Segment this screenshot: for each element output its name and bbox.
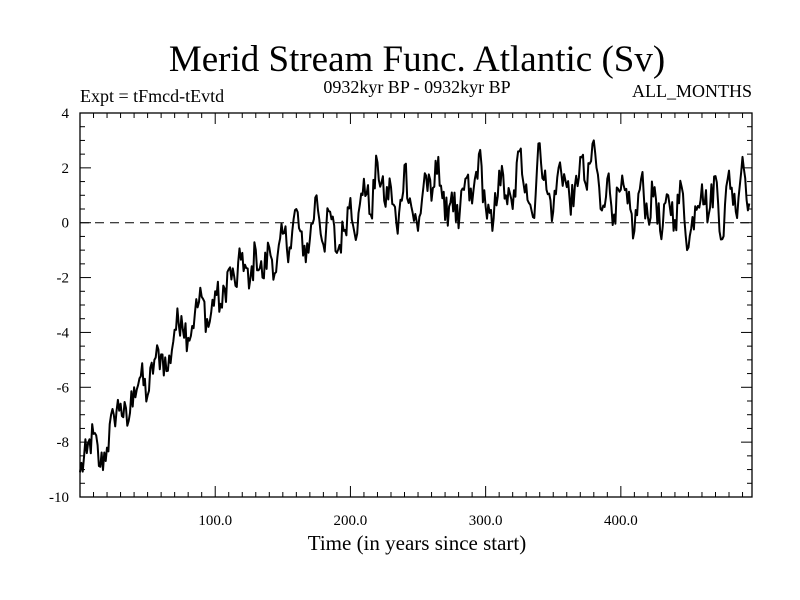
y-axis: -10 -8 -6 -4 -2 0 2 4 <box>49 106 752 506</box>
x-tick-label: 300.0 <box>469 513 503 529</box>
x-tick-label: 400.0 <box>604 513 638 529</box>
x-tick-label: 100.0 <box>198 513 232 529</box>
y-tick-label: -4 <box>57 325 70 341</box>
y-tick-label: -8 <box>57 435 70 451</box>
months-label: ALL_MONTHS <box>632 81 752 101</box>
y-tick-label: -10 <box>49 490 69 506</box>
experiment-label: Expt = tFmcd-tEvtd <box>80 86 224 106</box>
plot-frame <box>79 112 753 498</box>
y-tick-label: 0 <box>62 216 70 232</box>
x-axis-title: Time (in years since start) <box>308 531 527 555</box>
x-axis: 100.0 200.0 300.0 400.0 <box>93 113 744 529</box>
y-tick-label: 2 <box>62 161 70 177</box>
data-line <box>79 139 751 473</box>
y-tick-label: -6 <box>57 380 70 396</box>
y-tick-label: 4 <box>62 106 70 122</box>
x-tick-label: 200.0 <box>334 513 368 529</box>
time-range-label: 0932kyr BP - 0932kyr BP <box>323 77 510 97</box>
chart-title: Merid Stream Func. Atlantic (Sv) <box>169 39 665 80</box>
y-tick-label: -2 <box>57 271 70 287</box>
